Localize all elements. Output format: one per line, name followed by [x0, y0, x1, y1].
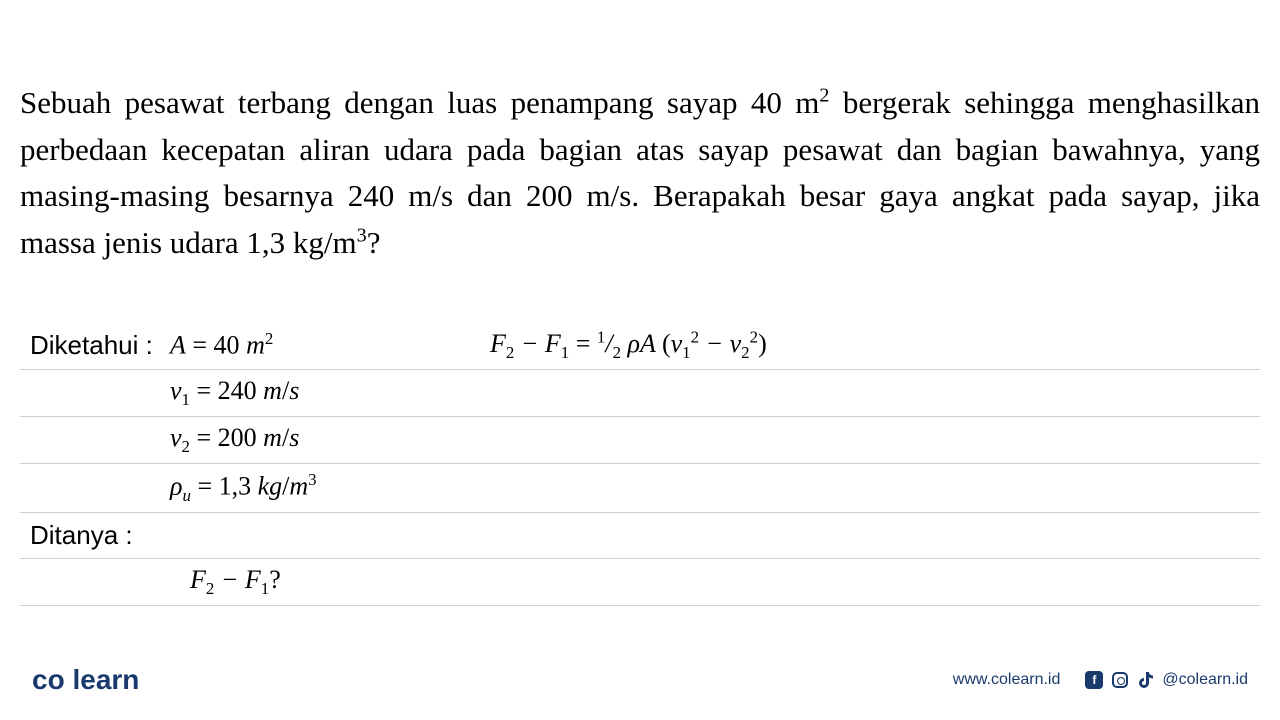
known-row-2: v1 = 240 m/s: [20, 370, 1260, 417]
known-rho: ρu = 1,3 kg/m3: [170, 470, 317, 506]
instagram-icon: [1110, 670, 1130, 690]
asked-label-row: Ditanya :: [20, 513, 1260, 559]
logo: co learn: [32, 664, 139, 696]
facebook-icon: f: [1084, 670, 1104, 690]
known-A: A = 40 m2: [170, 329, 273, 361]
footer: co learn www.colearn.id f @colearn.id: [0, 664, 1280, 696]
formula: F2 − F1 = 1/2 ρA (v12 − v22): [490, 329, 767, 358]
asked-row: F2 − F1?: [20, 559, 1260, 606]
tiktok-icon: [1136, 670, 1156, 690]
question-text: Sebuah pesawat terbang dengan luas penam…: [20, 80, 1260, 266]
website-url: www.colearn.id: [953, 671, 1061, 689]
known-v1: v1 = 240 m/s: [170, 376, 299, 410]
known-row-4: ρu = 1,3 kg/m3: [20, 464, 1260, 513]
known-v2: v2 = 200 m/s: [170, 423, 299, 457]
work-area: Diketahui : A = 40 m2 F2 − F1 = 1/2 ρA (…: [20, 321, 1260, 606]
social-handles: f @colearn.id: [1084, 670, 1248, 690]
asked-expr: F2 − F1?: [190, 565, 281, 599]
asked-label: Ditanya :: [30, 520, 170, 551]
known-row-3: v2 = 200 m/s: [20, 417, 1260, 464]
known-row-1: Diketahui : A = 40 m2 F2 − F1 = 1/2 ρA (…: [20, 321, 1260, 370]
known-label: Diketahui :: [30, 330, 170, 361]
